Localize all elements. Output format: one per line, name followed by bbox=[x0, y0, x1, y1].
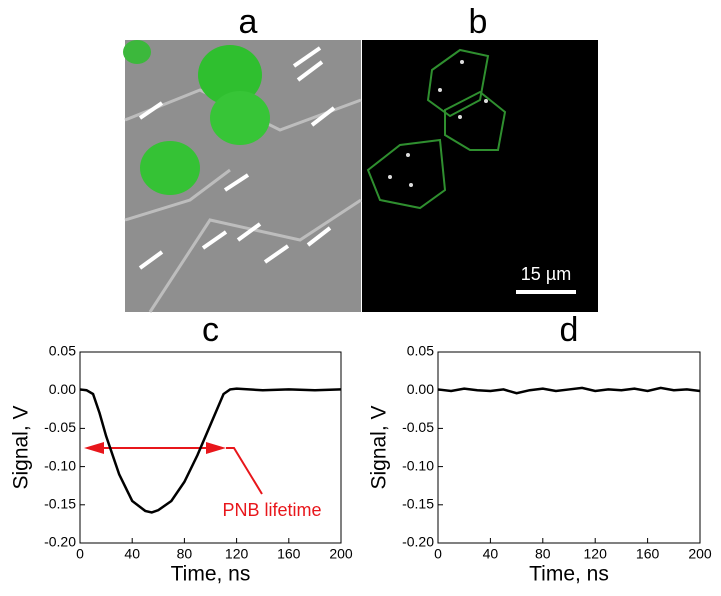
y-axis-label: Signal, V bbox=[10, 405, 33, 489]
micrograph-a bbox=[123, 40, 362, 313]
y-tick-label: -0.20 bbox=[402, 534, 434, 550]
x-axis-label: Time, ns bbox=[529, 563, 609, 586]
x-tick-label: 120 bbox=[584, 546, 608, 562]
plot-frame bbox=[437, 351, 701, 544]
panel-label: d bbox=[560, 311, 579, 349]
scale-bar-label: 15 µm bbox=[521, 264, 571, 284]
micrograph-b: 15 µm bbox=[362, 40, 598, 312]
x-axis-label: Time, ns bbox=[171, 563, 251, 586]
y-tick-label: -0.05 bbox=[44, 419, 76, 435]
lifetime-arrow bbox=[84, 442, 263, 495]
x-tick-label: 200 bbox=[329, 546, 353, 562]
x-tick-label: 0 bbox=[434, 546, 442, 562]
y-tick-label: -0.15 bbox=[44, 496, 76, 512]
y-axis-label: Signal, V bbox=[368, 405, 391, 489]
y-tick-label: 0.00 bbox=[49, 381, 76, 397]
y-tick-label: 0.05 bbox=[49, 343, 76, 359]
x-tick-label: 0 bbox=[76, 546, 84, 562]
panel-label: a bbox=[239, 3, 258, 41]
annotation: PNB lifetime bbox=[222, 500, 321, 520]
x-tick-label: 120 bbox=[225, 546, 249, 562]
x-tick-label: 160 bbox=[277, 546, 301, 562]
x-tick-label: 80 bbox=[177, 546, 193, 562]
plot-frame bbox=[79, 351, 342, 544]
y-tick-label: -0.10 bbox=[402, 457, 434, 473]
y-tick-label: -0.20 bbox=[44, 534, 76, 550]
signal-line bbox=[79, 387, 342, 514]
signal-line bbox=[437, 386, 701, 395]
y-tick-label: -0.05 bbox=[402, 419, 434, 435]
y-tick-label: 0.05 bbox=[407, 343, 434, 359]
y-tick-label: -0.10 bbox=[44, 457, 76, 473]
panel-label: b bbox=[469, 3, 488, 41]
x-tick-label: 160 bbox=[636, 546, 660, 562]
x-tick-label: 40 bbox=[483, 546, 499, 562]
x-tick-label: 80 bbox=[535, 546, 551, 562]
panel-label: c bbox=[202, 311, 219, 349]
y-tick-label: 0.00 bbox=[407, 381, 434, 397]
x-tick-label: 200 bbox=[688, 546, 712, 562]
x-tick-label: 40 bbox=[124, 546, 140, 562]
y-tick-label: -0.15 bbox=[402, 496, 434, 512]
